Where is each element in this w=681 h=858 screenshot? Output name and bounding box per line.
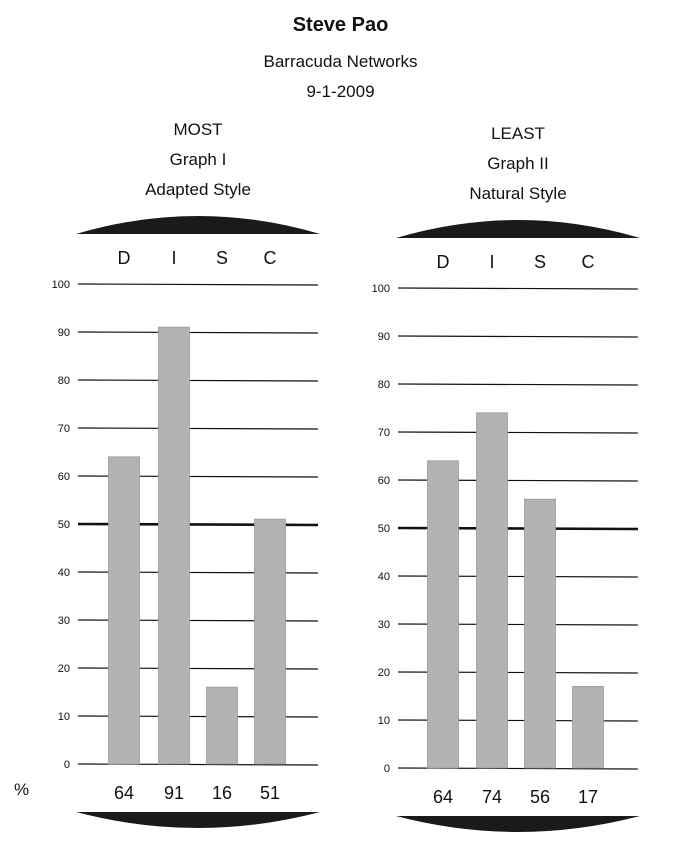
graph2-column-header-S: S bbox=[534, 252, 546, 272]
graph2-y-tick-label-70: 70 bbox=[378, 427, 390, 439]
graph1-y-tick-label-70: 70 bbox=[58, 423, 70, 435]
graph2-column-header-I: I bbox=[489, 252, 494, 272]
graph2-value-label-I: 74 bbox=[482, 787, 502, 807]
graph1-value-label-C: 51 bbox=[260, 783, 280, 803]
graph2-bar-S bbox=[524, 498, 556, 769]
graph1-gridline-90 bbox=[77, 331, 319, 334]
graph2-y-tick-label-0: 0 bbox=[384, 763, 390, 775]
graph1-bar-C bbox=[254, 518, 286, 765]
graph2-title-line1: LEAST bbox=[491, 124, 545, 143]
graph2-bar-D bbox=[427, 460, 459, 769]
graph1-gridline-70 bbox=[77, 427, 319, 430]
graph1-gridline-80 bbox=[77, 379, 319, 382]
report-date: 9-1-2009 bbox=[306, 82, 375, 101]
graph2-gridline-100 bbox=[397, 287, 639, 290]
graph2-bar-I bbox=[476, 412, 508, 769]
graph1-gridline-100 bbox=[77, 283, 319, 286]
graph2-column-header-C: C bbox=[582, 252, 595, 272]
graph1-bar-I bbox=[158, 326, 190, 765]
graph1-y-tick-label-30: 30 bbox=[58, 615, 70, 627]
graph1-y-tick-label-10: 10 bbox=[58, 711, 70, 723]
graph2-y-tick-label-50: 50 bbox=[378, 523, 390, 535]
graph2-y-tick-label-100: 100 bbox=[372, 283, 390, 295]
graph1-bar-S bbox=[206, 686, 238, 765]
graph1-title-line1: MOST bbox=[173, 120, 223, 139]
graph2-y-tick-label-20: 20 bbox=[378, 667, 390, 679]
graph1-y-tick-label-90: 90 bbox=[58, 327, 70, 339]
graph2-value-label-S: 56 bbox=[530, 787, 550, 807]
percent-symbol: % bbox=[14, 780, 30, 799]
graph2-value-label-D: 64 bbox=[433, 787, 453, 807]
graph2-bar-C bbox=[572, 686, 604, 769]
graph2-gridline-70 bbox=[397, 431, 639, 434]
graph1-y-tick-label-50: 50 bbox=[58, 519, 70, 531]
graph2-y-tick-label-10: 10 bbox=[378, 715, 390, 727]
graph1-column-header-D: D bbox=[118, 248, 131, 268]
graph1-column-header-S: S bbox=[216, 248, 228, 268]
graph1-y-tick-label-100: 100 bbox=[52, 279, 70, 291]
graph2-y-tick-label-40: 40 bbox=[378, 571, 390, 583]
graph2-y-tick-label-80: 80 bbox=[378, 379, 390, 391]
graph1-bottom-cap bbox=[76, 812, 320, 828]
report-name: Steve Pao bbox=[292, 14, 389, 36]
graph1-y-tick-label-40: 40 bbox=[58, 567, 70, 579]
graph1-bar-D bbox=[108, 456, 140, 765]
graph1-title-line3: Adapted Style bbox=[145, 180, 251, 199]
graph1-value-label-S: 16 bbox=[212, 783, 232, 803]
graph1-value-label-I: 91 bbox=[164, 783, 184, 803]
graph1-column-header-I: I bbox=[171, 248, 176, 268]
graph2-y-tick-label-30: 30 bbox=[378, 619, 390, 631]
graph2-value-label-C: 17 bbox=[578, 787, 598, 807]
company-name: Barracuda Networks bbox=[263, 52, 418, 71]
graph1-y-tick-label-0: 0 bbox=[64, 759, 70, 771]
graph1-y-tick-label-60: 60 bbox=[58, 471, 70, 483]
graph1-top-cap bbox=[76, 216, 320, 234]
graph2-bottom-cap bbox=[396, 816, 640, 832]
graph1-y-tick-label-80: 80 bbox=[58, 375, 70, 387]
graph2-y-tick-label-90: 90 bbox=[378, 331, 390, 343]
graph2-y-tick-label-60: 60 bbox=[378, 475, 390, 487]
graph2-title-line3: Natural Style bbox=[469, 184, 567, 203]
graph2-title-line2: Graph II bbox=[487, 154, 549, 173]
graph1-y-tick-label-20: 20 bbox=[58, 663, 70, 675]
graph1-title-line2: Graph I bbox=[169, 150, 227, 169]
graph2-gridline-80 bbox=[397, 383, 639, 386]
graph1-column-header-C: C bbox=[264, 248, 277, 268]
graph2-top-cap bbox=[396, 220, 640, 238]
graph2-column-header-D: D bbox=[437, 252, 450, 272]
graph2-gridline-90 bbox=[397, 335, 639, 338]
graph1-value-label-D: 64 bbox=[114, 783, 134, 803]
